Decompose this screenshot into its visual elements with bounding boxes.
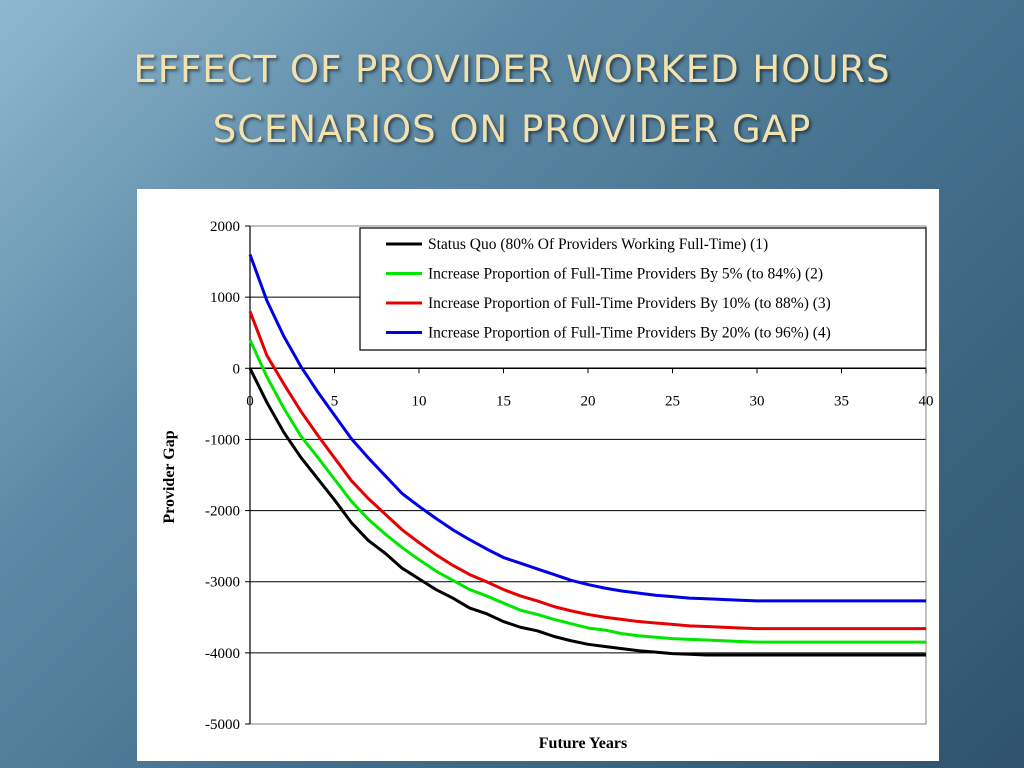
- slide-title-line-2: SCENARIOS ON PROVIDER GAP: [212, 108, 812, 151]
- x-tick-label: 25: [665, 393, 680, 409]
- y-tick-label: -3000: [205, 575, 240, 591]
- x-tick-label: 20: [581, 393, 596, 409]
- x-axis-title: Future Years: [539, 735, 627, 752]
- series-line-2: [248, 339, 926, 644]
- y-tick-label: -2000: [205, 504, 240, 520]
- x-tick-label: 35: [834, 393, 849, 409]
- series-line-3: [248, 310, 926, 631]
- series-line-1: [248, 367, 926, 657]
- x-tick-label: 40: [919, 393, 934, 409]
- chart-panel: 2000 1000 0 -1000 -2000 -3000 -4000 -5000 0 5 10 15…: [137, 189, 939, 761]
- y-axis-title: Provider Gap: [161, 430, 178, 523]
- line-chart: 2000 1000 0 -1000 -2000 -3000 -4000 -5000 0 5 10 15…: [161, 219, 934, 752]
- y-tick-label: -5000: [205, 717, 240, 733]
- x-tick-label: 0: [246, 393, 254, 409]
- slide-title-line-1: EFFECT OF PROVIDER WORKED HOURS: [133, 48, 891, 91]
- slide-title: EFFECT OF PROVIDER WORKED HOURS SCENARIO…: [0, 40, 1024, 160]
- legend-label-1: Status Quo (80% Of Providers Working Ful…: [428, 236, 768, 253]
- x-tick-label: 30: [750, 393, 765, 409]
- x-tick-label: 10: [412, 393, 427, 409]
- y-tick-label: 0: [233, 361, 241, 377]
- y-tick-label: -4000: [205, 646, 240, 662]
- legend-label-3: Increase Proportion of Full-Time Provide…: [428, 295, 831, 312]
- series-lines: [248, 253, 926, 657]
- x-tick-label: 5: [331, 393, 339, 409]
- legend: Status Quo (80% Of Providers Working Ful…: [359, 227, 927, 351]
- y-tick-label: -1000: [205, 432, 240, 448]
- x-tick-label: 15: [496, 393, 511, 409]
- y-tick-label: 2000: [210, 219, 240, 235]
- y-tick-label: 1000: [210, 290, 240, 306]
- series-line-4: [248, 253, 926, 603]
- axes: 2000 1000 0 -1000 -2000 -3000 -4000 -5000 0 5 10 15…: [205, 219, 934, 733]
- legend-box: [359, 227, 927, 351]
- legend-label-4: Increase Proportion of Full-Time Provide…: [428, 325, 831, 342]
- legend-label-2: Increase Proportion of Full-Time Provide…: [428, 266, 823, 283]
